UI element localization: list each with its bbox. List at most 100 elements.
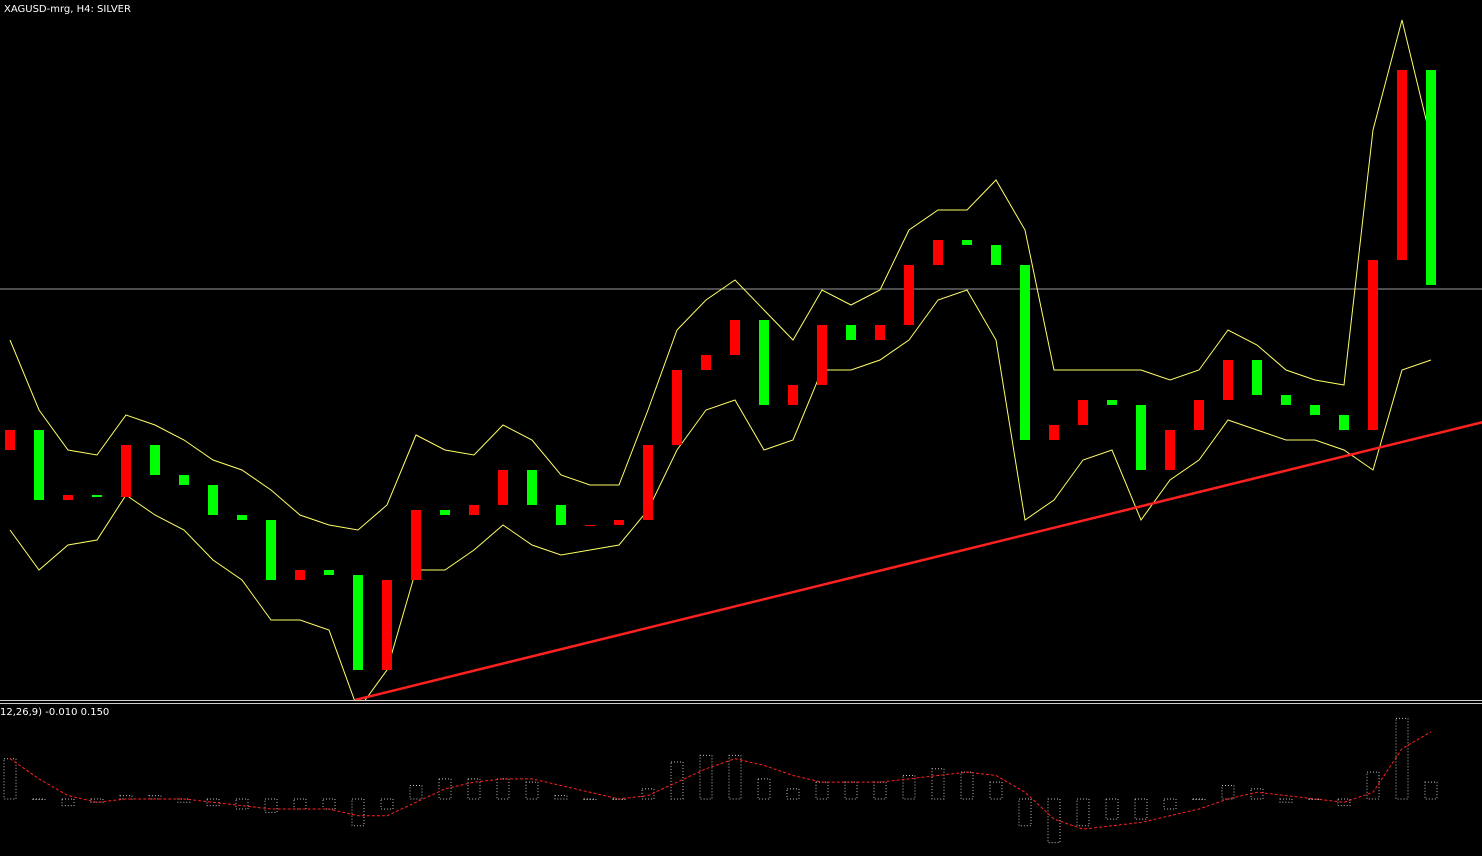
macd-bar [32, 798, 46, 800]
macd-bar [1337, 798, 1351, 807]
macd-panel [3, 717, 1438, 844]
macd-bar [1018, 798, 1032, 827]
trendline [354, 421, 1482, 700]
candle-body [1339, 415, 1349, 430]
macd-bar [641, 788, 655, 800]
candle-body [933, 240, 943, 265]
candle-body [1165, 430, 1175, 470]
candle-body [1136, 405, 1146, 470]
candle-body [1310, 405, 1320, 415]
macd-bar [206, 798, 220, 807]
macd-bar [1105, 798, 1119, 820]
macd-bar [177, 798, 191, 803]
macd-bar [322, 798, 336, 810]
candle-body [150, 445, 160, 475]
macd-bar [989, 781, 1003, 800]
macd-bar [1076, 798, 1090, 827]
candle-body [208, 485, 218, 515]
macd-bar [1192, 798, 1206, 800]
macd-bar [1366, 771, 1380, 800]
candle-body [1426, 70, 1436, 285]
macd-bar [1250, 788, 1264, 800]
macd-bar [61, 798, 75, 807]
candle-body [527, 470, 537, 505]
candle-body [266, 520, 276, 580]
macd-bar [931, 768, 945, 800]
candle-body [614, 520, 624, 525]
candle-body [1020, 265, 1030, 440]
macd-bar [380, 798, 394, 810]
macd-bar [670, 761, 684, 800]
candle-body [962, 240, 972, 245]
candle-body [498, 470, 508, 505]
candle-body [1397, 70, 1407, 260]
candle-body [1049, 425, 1059, 440]
candle-body [788, 385, 798, 405]
candle-body [1107, 400, 1117, 405]
candle-body [1252, 360, 1262, 395]
macd-bar [235, 798, 249, 810]
candle-body [63, 495, 73, 500]
candle-body [237, 515, 247, 520]
macd-bar [1221, 785, 1235, 800]
candle-body [1223, 360, 1233, 400]
macd-bar [148, 795, 162, 800]
macd-bar [293, 798, 307, 810]
candle-body [411, 510, 421, 580]
macd-bar [90, 798, 104, 803]
candle-body [5, 430, 15, 450]
candle-body [875, 325, 885, 340]
candle-body [1368, 260, 1378, 430]
macd-bar [960, 771, 974, 800]
macd-bar [3, 758, 17, 800]
candle-body [324, 570, 334, 575]
macd-bar [902, 774, 916, 800]
candle-body [179, 475, 189, 485]
candle-body [34, 430, 44, 500]
candle-body [991, 245, 1001, 265]
macd-bar [757, 778, 771, 800]
candle-body [382, 580, 392, 670]
candle-body [469, 505, 479, 515]
candle-body [701, 355, 711, 370]
candle-body [121, 445, 131, 497]
macd-bar [1047, 798, 1061, 844]
candle-body [92, 495, 102, 497]
candle-body [440, 510, 450, 515]
macd-bar [815, 781, 829, 800]
macd-bar [699, 754, 713, 800]
candle-body [295, 570, 305, 580]
price-panel [0, 19, 1482, 700]
candle-body [643, 445, 653, 520]
chart-title: XAGUSD-mrg, H4: SILVER [4, 4, 131, 15]
candle-body [1078, 400, 1088, 425]
macd-bar [525, 781, 539, 800]
candle-body [904, 265, 914, 325]
candle-body [1281, 395, 1291, 405]
candle-body [817, 325, 827, 385]
macd-bar [786, 788, 800, 800]
candle-body [730, 320, 740, 355]
macd-bar [409, 785, 423, 800]
candle-body [1194, 400, 1204, 430]
macd-label: 12,26,9) -0.010 0.150 [0, 707, 109, 718]
macd-bar [496, 778, 510, 800]
macd-bar [583, 798, 597, 800]
macd-bar [1424, 781, 1438, 800]
candle-body [759, 320, 769, 405]
macd-bar [264, 798, 278, 813]
macd-bar [728, 754, 742, 800]
macd-bar [1395, 717, 1409, 800]
macd-bar [351, 798, 365, 827]
macd-signal [9, 731, 1432, 830]
macd-bar [438, 778, 452, 800]
candle-body [846, 325, 856, 340]
candle-body [353, 575, 363, 670]
macd-bar [467, 778, 481, 800]
macd-bar [1279, 798, 1293, 803]
macd-bar [844, 781, 858, 800]
macd-bar [1163, 798, 1177, 810]
macd-bar [1134, 798, 1148, 820]
